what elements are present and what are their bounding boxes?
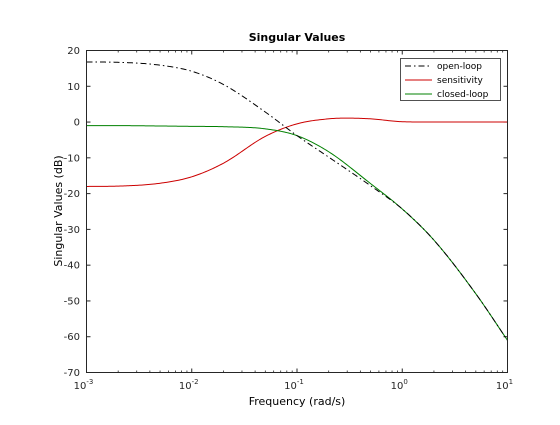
- plot-area: [86, 50, 508, 373]
- y-axis-label: Singular Values (dB): [52, 155, 65, 266]
- series-line-sensitivity: [86, 117, 508, 187]
- y-tick-label: 0: [74, 118, 80, 129]
- tick-labels-layer: 10-3 10-2 10-1 100 10120100-10-20-30-40-50-6…: [64, 46, 513, 392]
- chart-title: Singular Values: [249, 31, 346, 44]
- axes-box: [86, 50, 508, 373]
- y-tick-label: -60: [64, 332, 80, 343]
- series-line-open-loop: [86, 61, 508, 341]
- x-tick-label: 100: [391, 378, 408, 392]
- y-tick-label: -20: [64, 189, 80, 200]
- x-tick-label: 101: [496, 378, 513, 392]
- y-tick-label: -40: [64, 261, 80, 272]
- legend-label-closed-loop: closed-loop: [437, 90, 489, 100]
- x-tick-label: 10-2: [179, 378, 199, 392]
- y-tick-label: -30: [64, 225, 80, 236]
- y-tick-label: 20: [67, 46, 80, 57]
- series-layer: [86, 61, 508, 341]
- x-tick-label: 10-1: [284, 378, 304, 392]
- y-tick-label: -70: [64, 368, 80, 379]
- legend-label-sensitivity: sensitivity: [437, 76, 484, 86]
- x-axis-label: Frequency (rad/s): [249, 395, 346, 408]
- y-tick-label: -10: [64, 153, 80, 164]
- legend-label-open-loop: open-loop: [437, 62, 482, 72]
- y-tick-label: -50: [64, 296, 80, 307]
- y-tick-label: 10: [67, 82, 80, 93]
- legend: open-loop sensitivity closed-loop: [400, 58, 501, 101]
- x-tick-label: 10-3: [74, 378, 94, 392]
